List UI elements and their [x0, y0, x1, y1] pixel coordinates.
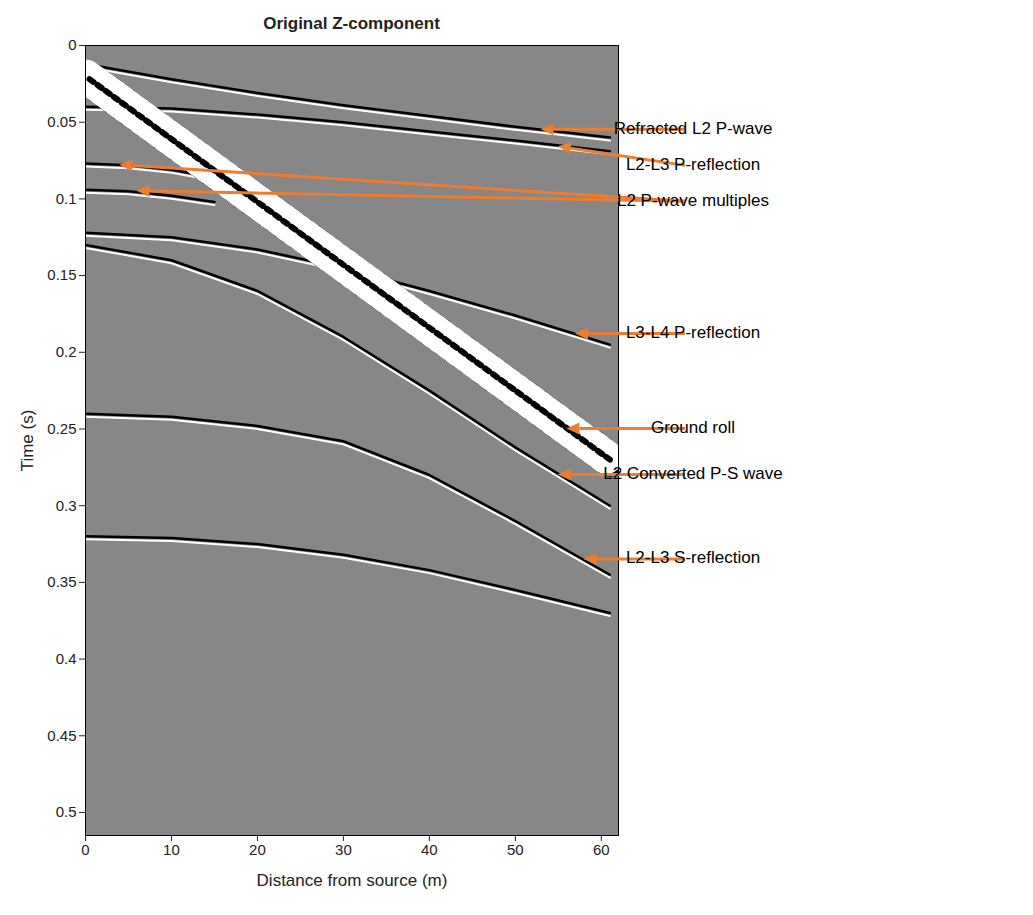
- svg-text:Refracted L2 P-wave: Refracted L2 P-wave: [614, 119, 773, 138]
- svg-text:0.1: 0.1: [56, 190, 77, 207]
- svg-text:0: 0: [81, 841, 89, 858]
- svg-text:0.2: 0.2: [56, 343, 77, 360]
- svg-text:L2-L3 P-reflection: L2-L3 P-reflection: [626, 155, 760, 174]
- svg-text:0.3: 0.3: [56, 496, 77, 513]
- svg-text:0.25: 0.25: [47, 420, 76, 437]
- svg-text:0.45: 0.45: [47, 727, 76, 744]
- svg-text:40: 40: [421, 841, 438, 858]
- svg-text:L2 P-wave multiples: L2 P-wave multiples: [617, 191, 769, 210]
- svg-text:0.05: 0.05: [47, 113, 76, 130]
- svg-text:0.5: 0.5: [56, 803, 77, 820]
- svg-text:Original Z-component: Original Z-component: [263, 14, 440, 33]
- svg-text:L2-L3 S-reflection: L2-L3 S-reflection: [626, 548, 760, 567]
- svg-text:30: 30: [335, 841, 352, 858]
- svg-text:0: 0: [68, 36, 76, 53]
- svg-text:0.4: 0.4: [56, 650, 77, 667]
- svg-text:L2 Converted P-S wave: L2 Converted P-S wave: [603, 464, 783, 483]
- svg-text:10: 10: [163, 841, 180, 858]
- svg-text:Time (s): Time (s): [18, 410, 37, 472]
- svg-text:0.15: 0.15: [47, 266, 76, 283]
- svg-text:50: 50: [507, 841, 524, 858]
- svg-text:20: 20: [249, 841, 266, 858]
- svg-text:60: 60: [593, 841, 610, 858]
- svg-text:L3-L4 P-reflection: L3-L4 P-reflection: [626, 323, 760, 342]
- svg-text:Ground roll: Ground roll: [651, 418, 735, 437]
- svg-text:0.35: 0.35: [47, 573, 76, 590]
- svg-text:Distance from source (m): Distance from source (m): [257, 871, 448, 890]
